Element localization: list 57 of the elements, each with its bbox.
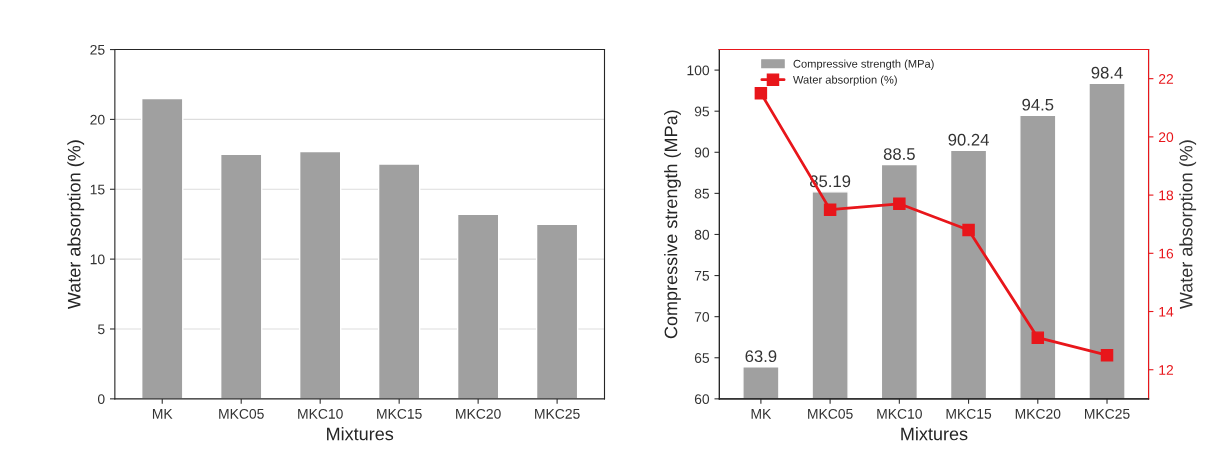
y-tick-label: 75: [694, 271, 710, 281]
y-tick-label: 60: [694, 394, 710, 405]
x-tick-label: MKC05: [219, 408, 264, 419]
x-tick-label: MKC20: [1015, 408, 1061, 419]
y-axis-title: Compressive strength (MPa): [664, 110, 681, 339]
y2-axis-title: Water absorption (%): [1179, 140, 1197, 310]
y2-tick-label: 12: [1159, 365, 1174, 375]
point: [893, 197, 906, 211]
data-label: 98.4: [1091, 66, 1123, 79]
y-tick-label: 95: [694, 106, 710, 117]
x-tick-label: MKC10: [298, 408, 343, 419]
point: [754, 86, 768, 100]
data-label: 90.24: [948, 133, 989, 146]
bar: [298, 150, 342, 399]
y-tick-label: 70: [694, 311, 710, 322]
x-tick-label: MKC25: [535, 408, 580, 419]
legend-label: Water absorption (%): [793, 75, 897, 86]
y2-tick-label: 18: [1159, 190, 1174, 201]
legend-label: Compressive strength (MPa): [793, 59, 934, 70]
x-tick-label: MKC25: [1085, 408, 1130, 419]
x-tick-label: MKC20: [456, 408, 501, 419]
y2-tick-label: 14: [1159, 307, 1174, 317]
point: [1031, 331, 1045, 344]
data-label: 88.5: [883, 148, 915, 160]
bar: [456, 213, 500, 399]
y-tick-label: 20: [90, 114, 105, 125]
bar: [141, 97, 184, 399]
x-tick-label: MKC15: [946, 408, 992, 419]
y-tick-label: 90: [694, 147, 710, 158]
data-label: 63.9: [745, 350, 777, 363]
x-axis-title: Mixtures: [901, 427, 968, 441]
bar: [535, 223, 579, 399]
y-tick-label: 65: [694, 353, 710, 363]
point: [1100, 348, 1114, 362]
y2-tick-label: 16: [1159, 248, 1174, 259]
y-tick-label: 5: [97, 324, 105, 335]
y-tick-label: 0: [97, 394, 105, 405]
x-tick-label: MKC05: [808, 408, 853, 419]
y2-tick-label: 22: [1158, 74, 1174, 84]
bar: [377, 163, 421, 399]
bar: [219, 153, 263, 399]
y2-tick-label: 20: [1158, 132, 1174, 143]
y-tick-label: 15: [90, 184, 105, 195]
y-tick-label: 80: [694, 229, 710, 240]
x-tick-label: MKC10: [877, 408, 922, 419]
y-tick-label: 10: [90, 254, 105, 265]
y-axis-title: Water absorption (%): [67, 140, 85, 310]
point: [823, 203, 837, 216]
x-tick-label: MK: [152, 409, 173, 419]
x-tick-label: MKC15: [377, 408, 422, 419]
y-tick-label: 85: [694, 188, 710, 199]
point: [962, 223, 975, 237]
x-axis-title: Mixtures: [327, 427, 394, 441]
data-label: 94.5: [1022, 98, 1054, 111]
y-tick-label: 25: [90, 44, 105, 55]
y-tick-label: 100: [687, 65, 710, 76]
x-tick-label: MK: [751, 409, 772, 419]
